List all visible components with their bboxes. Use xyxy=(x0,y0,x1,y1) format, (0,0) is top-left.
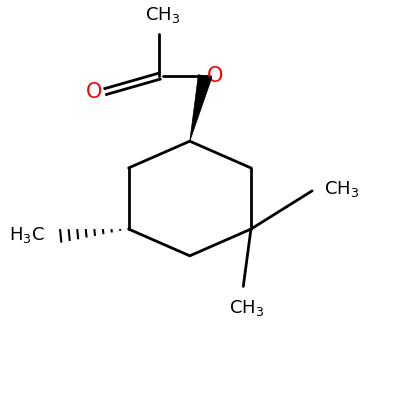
Text: O: O xyxy=(206,66,223,86)
Text: CH$_3$: CH$_3$ xyxy=(146,5,181,25)
Text: O: O xyxy=(86,82,102,102)
Text: CH$_3$: CH$_3$ xyxy=(230,298,265,318)
Polygon shape xyxy=(190,75,212,141)
Text: H$_3$C: H$_3$C xyxy=(9,225,44,245)
Text: CH$_3$: CH$_3$ xyxy=(324,179,359,199)
